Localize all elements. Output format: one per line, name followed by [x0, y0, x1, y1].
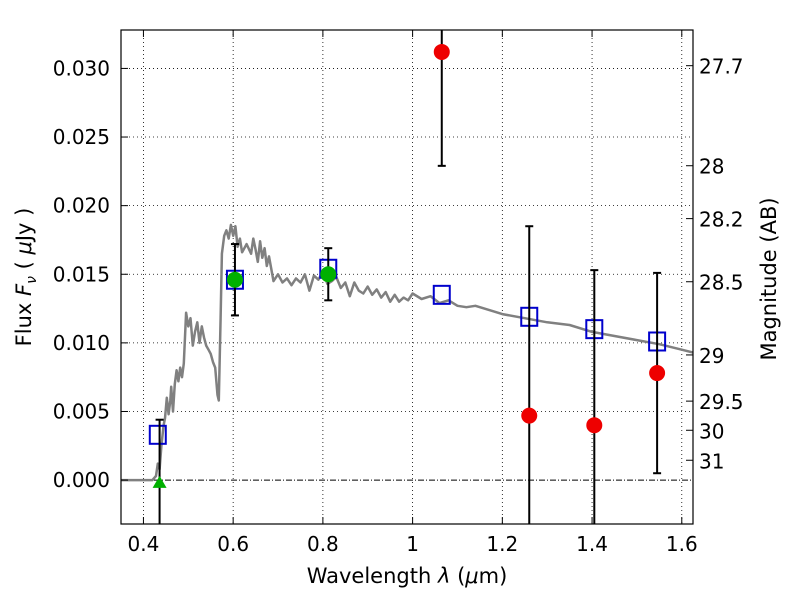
- y-tick-label: 0.025: [53, 125, 110, 149]
- x-axis-label: Wavelength λ (μm): [307, 564, 508, 588]
- plot-frame: [120, 29, 694, 525]
- photometry-point: [226, 271, 243, 288]
- upper-limit-triangle: [152, 475, 167, 488]
- mag-tick-label: 27.7: [699, 55, 744, 79]
- photometry-point: [433, 43, 450, 60]
- x-tick-label: 1: [406, 532, 419, 556]
- plot-area: [121, 30, 693, 524]
- model-photometry-square: [148, 424, 167, 445]
- x-tick-label: 1.2: [486, 532, 518, 556]
- model-photometry-square: [432, 284, 451, 305]
- y-tick-label: 0.015: [53, 262, 110, 286]
- mag-tick-label: 29: [699, 344, 724, 368]
- y-axis-label: Flux Fν ( μJy ): [12, 208, 40, 347]
- data-layer: [121, 30, 693, 524]
- x-tick-label: 0.6: [217, 532, 249, 556]
- y-tick-label: 0.020: [53, 194, 110, 218]
- x-tick-label: 1.4: [576, 532, 608, 556]
- x-tick-label: 0.8: [307, 532, 339, 556]
- mag-tick-label: 28.2: [699, 208, 744, 232]
- axis-ticks: 0.4 0.6 0.8 1 1.2 1.4 1.6 0.000 0.005 0.010 0.015 0…: [53, 30, 744, 556]
- y-tick-label: 0.010: [53, 331, 110, 355]
- photometry-point: [320, 266, 337, 283]
- photometry-point: [521, 407, 538, 424]
- y-tick-label: 0.000: [53, 468, 110, 492]
- sed-model-line: [121, 223, 693, 482]
- mag-tick-label: 28: [699, 155, 724, 179]
- photometry-point: [649, 365, 666, 382]
- y2-axis-label: Magnitude (AB): [757, 197, 781, 360]
- mag-tick-label: 29.5: [699, 390, 744, 414]
- photometry-point: [586, 417, 603, 434]
- mag-tick-label: 31: [699, 449, 724, 473]
- x-tick-label: 0.4: [128, 532, 160, 556]
- grid: [121, 30, 693, 524]
- y-tick-label: 0.005: [53, 399, 110, 423]
- y-tick-label: 0.030: [53, 56, 110, 80]
- mag-tick-label: 30: [699, 419, 724, 443]
- mag-tick-label: 28.5: [699, 271, 744, 295]
- x-tick-label: 1.6: [666, 532, 698, 556]
